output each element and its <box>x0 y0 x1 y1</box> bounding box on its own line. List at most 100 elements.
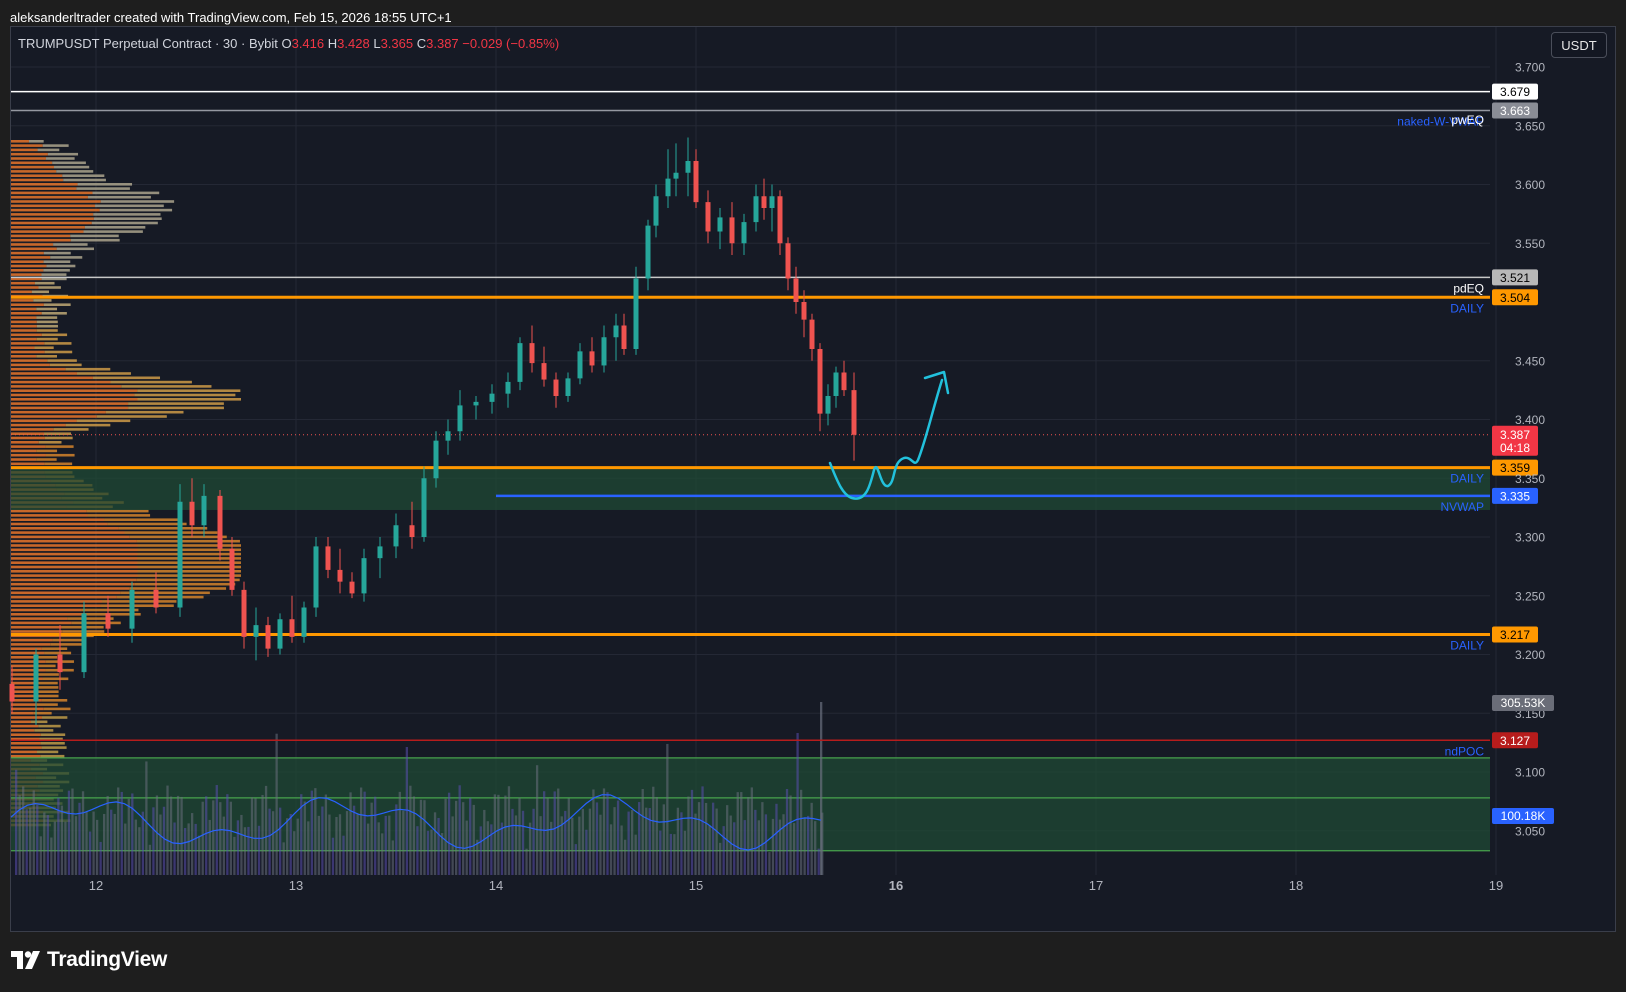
volume-bar <box>486 821 489 875</box>
volume-bar <box>384 815 387 875</box>
level-name: pdEQ <box>1453 281 1484 295</box>
profile-bar-b <box>87 514 151 517</box>
volume-bar <box>500 822 504 875</box>
profile-bar-a <box>11 673 38 676</box>
volume-bar <box>701 786 704 875</box>
volume-bar <box>183 828 187 875</box>
profile-bar-a <box>11 647 42 650</box>
volume-bar <box>99 841 102 875</box>
volume-bar <box>166 785 169 875</box>
volume-bar <box>789 795 792 875</box>
profile-bar-b <box>84 226 146 229</box>
time-tick-label: 16 <box>889 878 903 893</box>
volume-bar <box>638 802 641 875</box>
candle-body <box>189 501 195 526</box>
volume-bar <box>574 844 577 875</box>
profile-bar-b <box>104 518 181 521</box>
volume-bar <box>377 822 380 875</box>
price-tick-label: 3.550 <box>1515 237 1545 251</box>
level-price-box <box>1492 83 1538 100</box>
volume-bar <box>78 802 81 875</box>
volume-bar <box>616 800 620 875</box>
volume-bars <box>10 702 824 875</box>
candle-body <box>409 525 415 537</box>
profile-bar-b <box>36 329 58 332</box>
profile-bar-a <box>11 441 39 444</box>
profile-bar-a <box>11 621 72 625</box>
volume-bar <box>560 816 563 875</box>
profile-bar-b <box>41 716 68 719</box>
candle-body <box>177 501 183 608</box>
volume-bar <box>173 822 176 875</box>
profile-bar-a <box>11 449 37 453</box>
profile-bar-b <box>65 367 111 371</box>
price-tick-label: 3.050 <box>1515 824 1545 838</box>
profile-bar-a <box>11 329 37 332</box>
candle-body <box>393 525 399 547</box>
volume-bar <box>264 785 268 875</box>
chart-attribution: aleksanderltrader created with TradingVi… <box>10 10 452 25</box>
time-axis[interactable]: 12 13 14 15 16 17 18 19 <box>89 878 1503 893</box>
volume-bar <box>539 816 542 875</box>
candle-body <box>769 196 775 208</box>
candle-body <box>705 202 711 232</box>
close-value: 3.387 <box>426 36 459 51</box>
candle-body <box>645 225 651 279</box>
candle-body <box>817 349 823 414</box>
volume-bar <box>690 789 694 875</box>
projection-drawing[interactable] <box>828 370 950 500</box>
volume-bar <box>680 812 683 875</box>
brand-name: TradingView <box>47 948 168 971</box>
volume-bar <box>659 830 662 875</box>
profile-bar-b <box>44 350 73 354</box>
volume-bar <box>609 824 613 875</box>
volume-max-label: 305.53K <box>1501 696 1546 710</box>
change-value: −0.029 (−0.85%) <box>462 36 560 51</box>
profile-bar-b <box>36 337 58 341</box>
profile-bar-a <box>11 402 129 405</box>
level-price-label: 3.217 <box>1500 628 1530 642</box>
candle-body <box>613 325 619 338</box>
volume-bar <box>398 791 401 875</box>
profile-bar-a <box>11 410 106 414</box>
profile-bar-b <box>128 406 224 410</box>
profile-bar-a <box>11 518 105 521</box>
volume-bar <box>655 797 658 875</box>
volume-bar <box>191 813 194 875</box>
volume-bar <box>120 791 123 875</box>
profile-bar-b <box>40 733 66 736</box>
level-name: pwEQ <box>1451 113 1484 127</box>
profile-bar-b <box>38 286 61 289</box>
volume-bar <box>564 810 567 875</box>
volume-bar <box>483 809 486 875</box>
volume-bar <box>106 795 109 875</box>
profile-bar-b <box>31 720 48 724</box>
profile-bar-b <box>44 651 72 655</box>
profile-bar-a <box>11 561 138 564</box>
profile-bar-a <box>11 148 38 152</box>
currency-button[interactable]: USDT <box>1551 32 1607 58</box>
profile-bar-a <box>11 290 32 294</box>
profile-bar-a <box>11 724 39 728</box>
volume-bar <box>250 797 254 875</box>
volume-bar <box>374 796 377 875</box>
profile-bar-a <box>11 737 40 741</box>
profile-bar-a <box>11 152 48 156</box>
candle-body <box>565 378 571 396</box>
profile-bar-b <box>39 737 63 741</box>
volume-bar <box>138 827 141 875</box>
profile-bar-a <box>11 195 88 199</box>
volume-bar <box>226 794 229 875</box>
profile-bar-a <box>11 213 94 216</box>
volume-bar <box>342 835 345 875</box>
volume-bar <box>159 814 162 875</box>
price-axis[interactable]: 3.679 3.663 3.521 3.504 3.359 3.335 3.217 3.127… <box>1492 61 1554 839</box>
volume-bar <box>187 823 190 875</box>
volume-bar <box>261 794 264 875</box>
time-tick-label: 14 <box>489 878 503 893</box>
price-tick-label: 3.300 <box>1515 531 1545 545</box>
volume-bar <box>578 816 581 875</box>
profile-bar-a <box>11 367 66 371</box>
